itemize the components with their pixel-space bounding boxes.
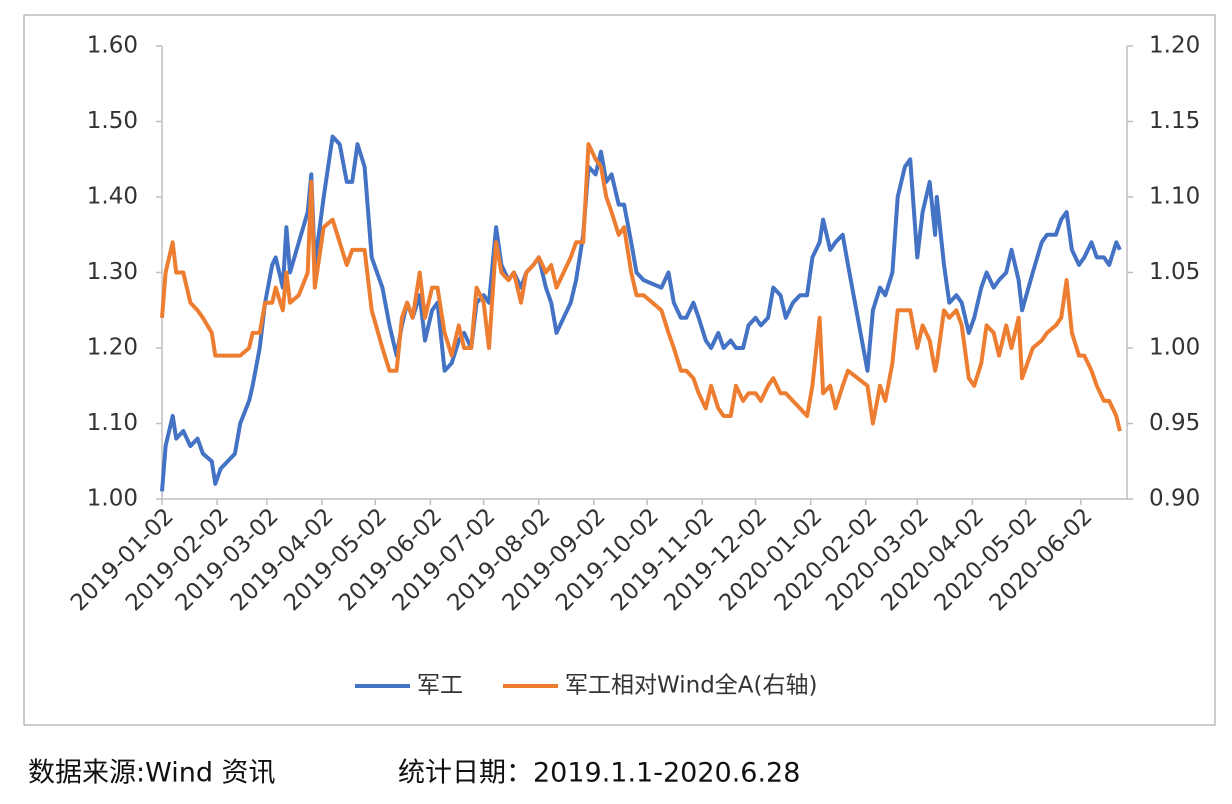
- y2-tick-label: 1.05: [1149, 259, 1200, 285]
- y2-tick-label: 1.00: [1149, 335, 1200, 361]
- y2-tick-label: 1.10: [1149, 184, 1200, 210]
- y-tick-label: 1.50: [87, 108, 138, 134]
- y-tick-label: 1.40: [87, 184, 138, 210]
- source-note: 数据来源:Wind 资讯: [28, 758, 276, 789]
- y2-tick-label: 1.20: [1149, 33, 1200, 59]
- y-tick-label: 1.20: [87, 335, 138, 361]
- y2-tick-label: 1.15: [1149, 108, 1200, 134]
- series-line: [160, 142, 1122, 432]
- y2-tick-label: 0.90: [1149, 486, 1200, 512]
- y-tick-label: 1.00: [87, 486, 138, 512]
- y-tick-label: 1.60: [87, 33, 138, 59]
- period-note: 统计日期：2019.1.1-2020.6.28: [398, 758, 800, 789]
- series-line: [160, 134, 1122, 492]
- legend-label: 军工相对Wind全A(右轴): [565, 673, 817, 699]
- y-tick-label: 1.10: [87, 410, 138, 436]
- y2-tick-label: 0.95: [1149, 410, 1200, 436]
- chart-border: [23, 14, 1216, 726]
- y-tick-label: 1.30: [87, 259, 138, 285]
- legend-label: 军工: [417, 673, 463, 699]
